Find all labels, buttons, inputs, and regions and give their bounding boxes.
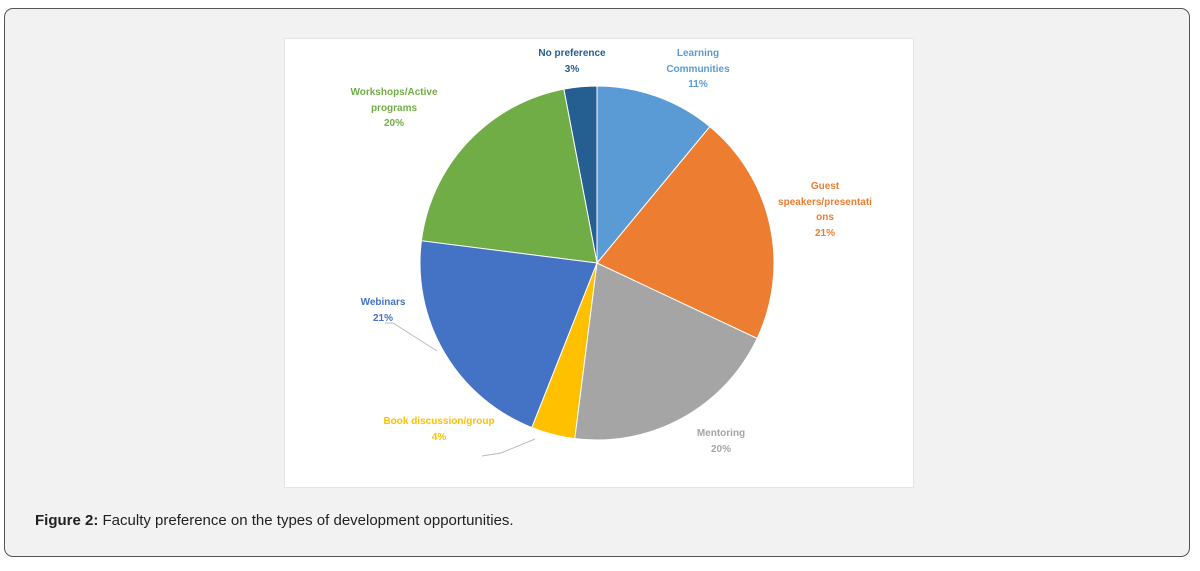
pie-slice-webinars	[419, 240, 598, 429]
data-label-learning-communities: Learning Communities 11%	[666, 46, 729, 93]
data-label-name: Learning	[676, 48, 720, 59]
data-label-guest-speakers-presentations: Guest speakers/presentati ons 21%	[778, 179, 872, 241]
data-label-name: programs	[370, 102, 418, 114]
data-label-no-preference: No preference 3%	[538, 46, 605, 77]
data-label-name: No preference	[538, 48, 606, 59]
pie-slice-mentoring	[574, 262, 758, 441]
data-label-name: Communities	[666, 63, 730, 75]
webinars-leader-line	[385, 322, 438, 352]
data-label-webinars: Webinars 21%	[361, 295, 406, 326]
data-label-name: Webinars	[360, 297, 406, 308]
book-leader-line	[481, 438, 536, 457]
caption-label: Figure 2:	[35, 512, 99, 529]
pie-slice-guest-speakers-presentations	[596, 125, 775, 340]
pie-slice-workshops-active-programs	[420, 88, 598, 264]
data-label-value: 21%	[372, 312, 393, 324]
data-label-name: Mentoring	[696, 428, 746, 439]
data-label-workshops-active-programs: Workshops/Active programs 20%	[350, 85, 437, 132]
data-label-value: 11%	[688, 79, 708, 90]
data-label-name: Guest	[810, 181, 840, 192]
data-label-value: 3%	[564, 63, 580, 75]
data-label-name: speakers/presentati	[778, 196, 872, 208]
pie-slice-learning-communities	[596, 85, 711, 265]
data-label-value: 21%	[814, 227, 836, 239]
data-label-value: 20%	[710, 443, 732, 455]
figure-caption: Figure 2: Faculty preference on the type…	[35, 512, 514, 529]
pie-svg	[385, 85, 775, 457]
caption-text: Faculty preference on the types of devel…	[98, 512, 514, 529]
pie-chart: Learning Communities 11% Guest speakers/pres…	[284, 38, 914, 488]
data-label-book-discussion-group: Book discussion/group 4%	[383, 414, 494, 445]
data-label-name: Book discussion/group	[383, 416, 495, 427]
data-label-name: Workshops/Active	[350, 87, 438, 98]
data-label-name: ons	[816, 212, 834, 223]
data-label-mentoring: Mentoring 20%	[697, 426, 745, 457]
data-label-value: 20%	[383, 118, 404, 129]
data-label-value: 4%	[431, 431, 447, 443]
